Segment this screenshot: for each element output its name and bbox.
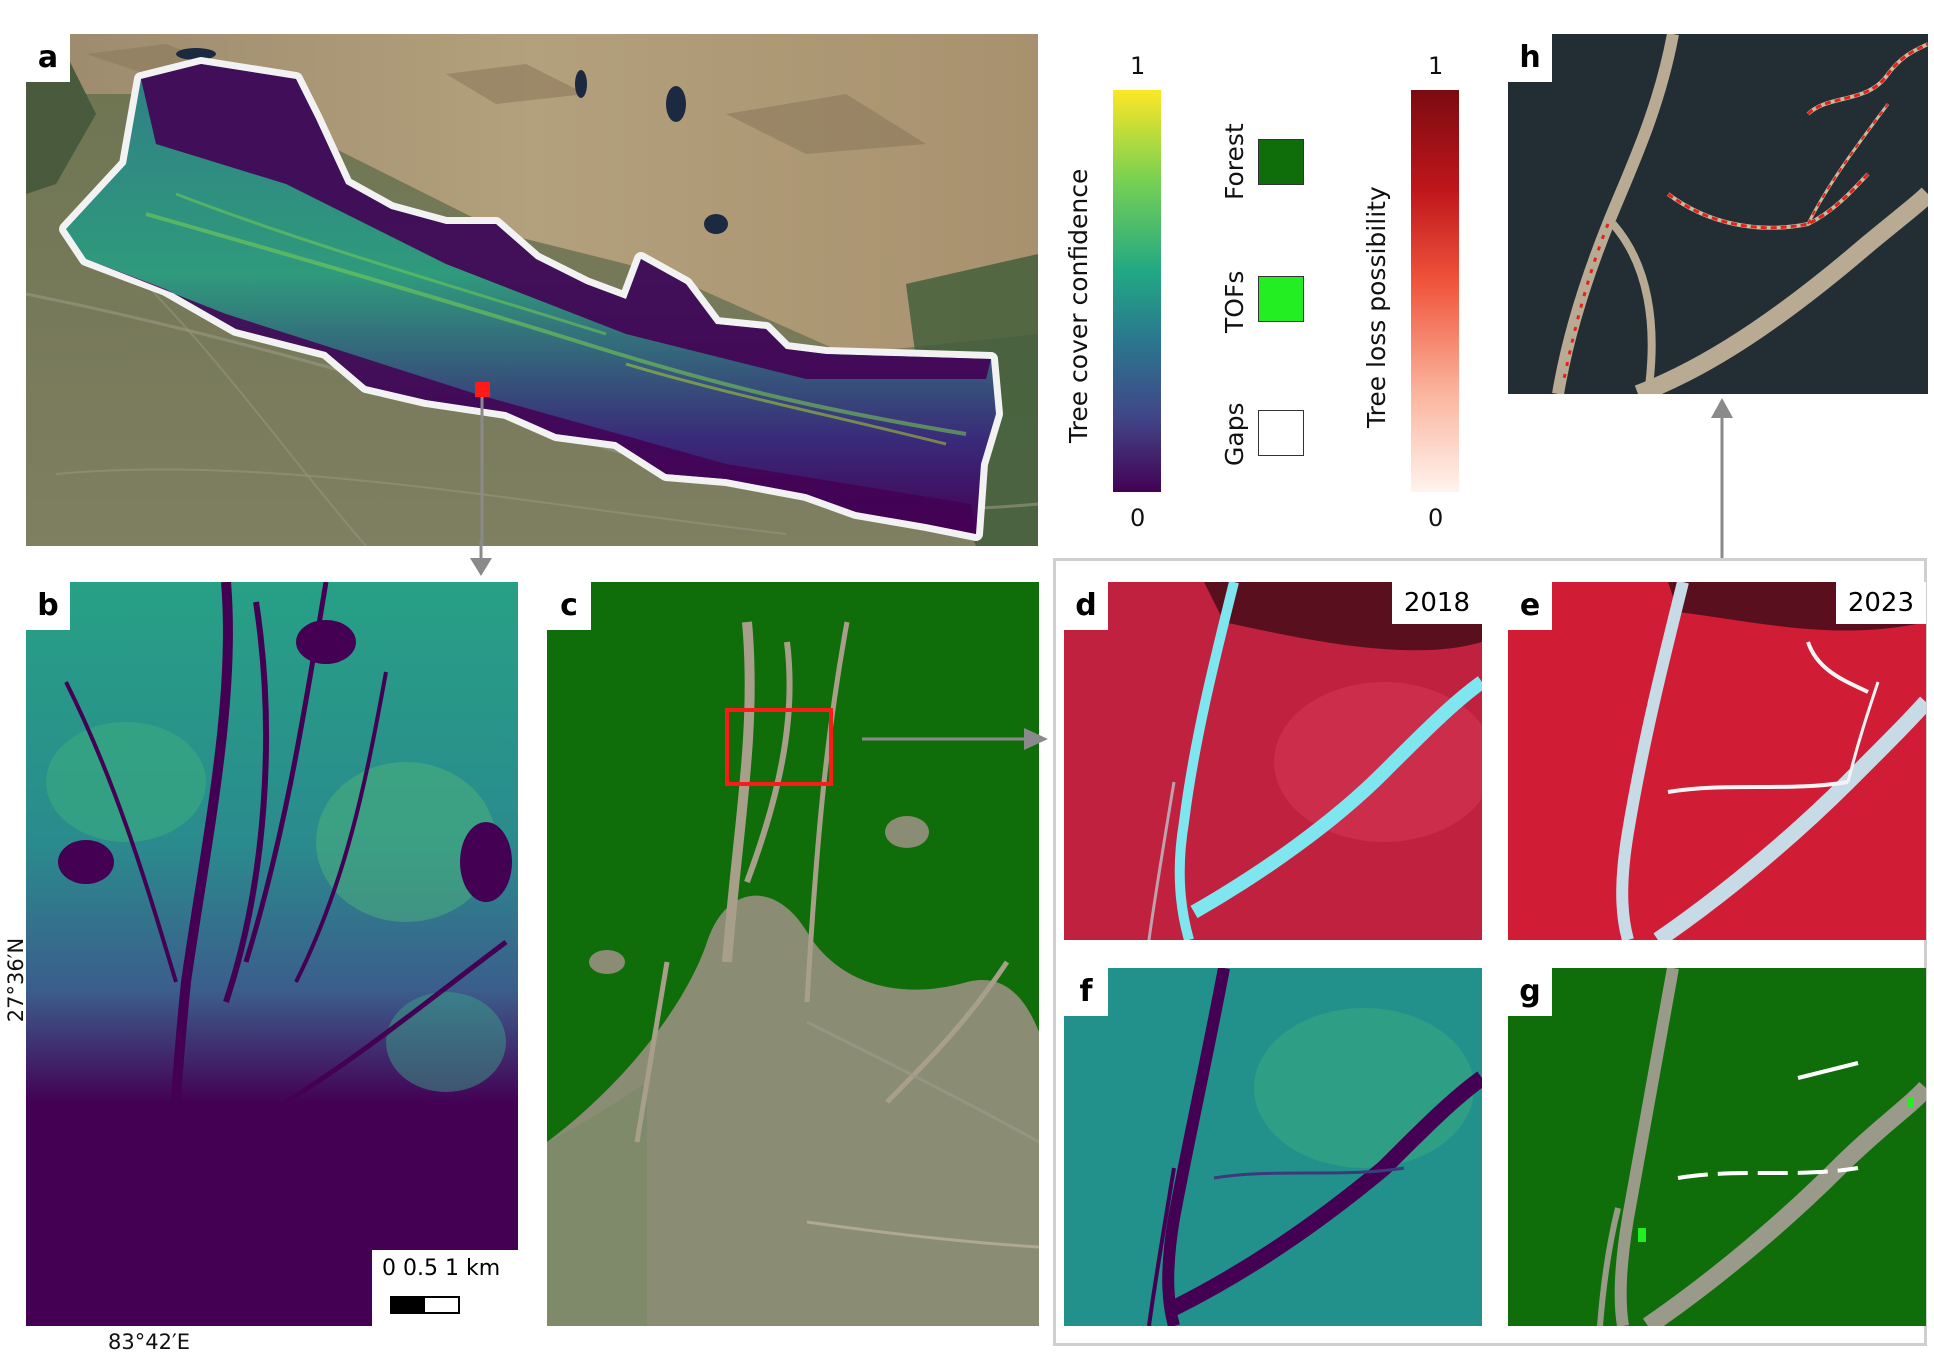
scale-bar-label: 0 0.5 1 km bbox=[382, 1256, 501, 1281]
panel-b-tree-cover: b 0 0.5 1 km bbox=[26, 582, 518, 1326]
tree-cover-zoom-image bbox=[1064, 968, 1482, 1326]
false-color-2023-image bbox=[1508, 582, 1926, 940]
panel-letter-b: b bbox=[26, 582, 70, 630]
legend-tofs-label: TOFs bbox=[1220, 270, 1249, 333]
panel-letter-e: e bbox=[1508, 582, 1552, 630]
legend-forest-label: Forest bbox=[1220, 123, 1249, 200]
tree-cover-min-label: 0 bbox=[1130, 504, 1146, 532]
false-color-2018-image bbox=[1064, 582, 1482, 940]
forest-swatch bbox=[1258, 139, 1304, 185]
panel-letter-d: d bbox=[1064, 582, 1108, 630]
latitude-label: 27°36′N bbox=[4, 937, 29, 1023]
tree-cover-image bbox=[26, 582, 518, 1326]
year-label-2018: 2018 bbox=[1391, 582, 1482, 624]
study-area-marker bbox=[475, 382, 490, 397]
tree-cover-title: Tree cover confidence bbox=[1064, 168, 1093, 443]
regional-map-image bbox=[26, 34, 1038, 546]
panel-letter-g: g bbox=[1508, 968, 1552, 1016]
scale-bar-graphic bbox=[390, 1296, 460, 1314]
panel-f-tree-cover-zoom: f bbox=[1064, 968, 1482, 1326]
tofs-swatch bbox=[1258, 276, 1304, 322]
scale-bar: 0 0.5 1 km bbox=[372, 1250, 518, 1326]
year-label-2023: 2023 bbox=[1835, 582, 1926, 624]
arrow-to-h bbox=[1711, 398, 1733, 558]
tree-loss-colorbar bbox=[1411, 90, 1459, 492]
tree-cover-colorbar bbox=[1113, 90, 1161, 492]
arrow-c-to-d bbox=[862, 728, 1048, 750]
panel-e-false-color-2023: e 2023 bbox=[1508, 582, 1926, 940]
gaps-swatch bbox=[1258, 410, 1304, 456]
panel-letter-f: f bbox=[1064, 968, 1108, 1016]
zoom-box bbox=[725, 708, 833, 786]
tree-loss-title: Tree loss possibility bbox=[1362, 186, 1391, 428]
panel-letter-a: a bbox=[26, 34, 70, 82]
zoom-panels-frame bbox=[1053, 558, 1927, 1346]
panel-g-classification-zoom: g bbox=[1508, 968, 1926, 1326]
arrow-a-to-b bbox=[470, 540, 492, 576]
longitude-label: 83°42′E bbox=[108, 1330, 190, 1354]
panel-a-regional-map: a bbox=[26, 34, 1038, 546]
tree-cover-max-label: 1 bbox=[1130, 52, 1146, 80]
legend-gaps-label: Gaps bbox=[1220, 402, 1249, 466]
classification-image bbox=[547, 582, 1039, 1326]
panel-h-loss-overlay: h bbox=[1508, 34, 1928, 394]
tree-loss-max-label: 1 bbox=[1428, 52, 1444, 80]
panel-letter-c: c bbox=[547, 582, 591, 630]
panel-d-false-color-2018: d 2018 bbox=[1064, 582, 1482, 940]
classification-zoom-image bbox=[1508, 968, 1926, 1326]
panel-c-classification: c bbox=[547, 582, 1039, 1326]
panel-letter-h: h bbox=[1508, 34, 1552, 82]
loss-overlay-image bbox=[1508, 34, 1928, 394]
tree-loss-min-label: 0 bbox=[1428, 504, 1444, 532]
